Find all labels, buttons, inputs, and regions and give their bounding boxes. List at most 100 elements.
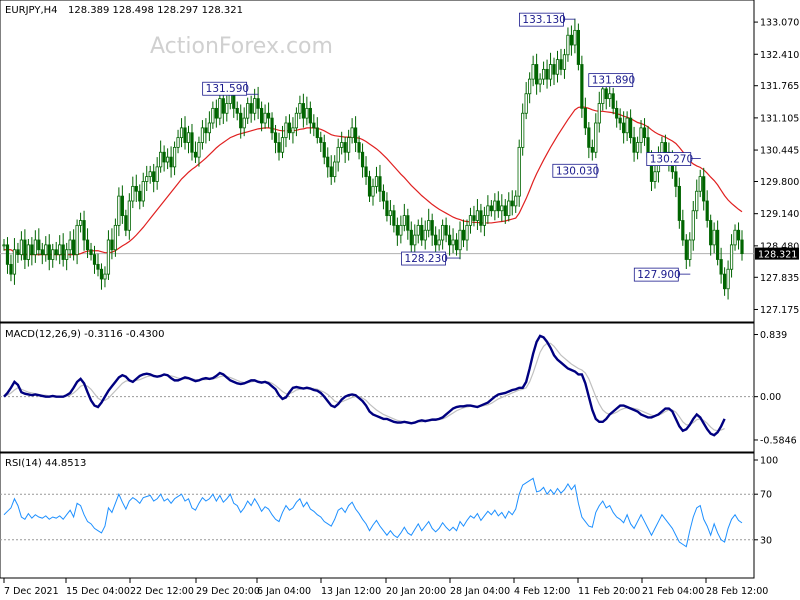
candle: [92, 245, 97, 274]
candle: [141, 172, 145, 207]
candle: [423, 220, 427, 250]
price-annotations: 131.590 128.230 133.130 131.890 130.030 130.2…: [202, 12, 701, 282]
candle: [82, 210, 86, 251]
price-tick-label: 127.175: [760, 305, 799, 316]
candle: [117, 187, 121, 237]
candle: [280, 125, 285, 159]
candle: [68, 231, 72, 259]
candle: [458, 221, 462, 260]
candle: [106, 230, 111, 280]
candle: [333, 155, 337, 183]
candle: [437, 229, 441, 251]
candle: [475, 199, 480, 231]
rsi-line: [3, 477, 743, 548]
candle: [221, 92, 225, 124]
svg-text:130.270: 130.270: [650, 154, 693, 166]
candle: [681, 209, 685, 246]
candle: [19, 231, 24, 261]
candle: [336, 138, 340, 172]
candle: [235, 101, 239, 121]
candle: [124, 209, 128, 237]
rsi-tick-label: 100: [760, 456, 778, 467]
macd-signal-line: [3, 342, 725, 432]
candle: [263, 104, 267, 129]
candle: [552, 57, 556, 85]
candle: [468, 207, 473, 234]
time-tick-label: 7 Dec 2021: [4, 586, 59, 597]
candle: [517, 139, 521, 207]
candle: [576, 23, 580, 71]
candle: [674, 164, 678, 198]
candle: [350, 118, 354, 144]
rsi-panel: [0, 452, 755, 579]
candle: [726, 260, 730, 300]
rsi-tick-label: 70: [760, 490, 772, 501]
candle: [454, 233, 459, 256]
candle: [719, 247, 723, 284]
candle: [72, 229, 76, 261]
ohlc-label: 128.389 128.498 128.297 128.321: [68, 5, 243, 16]
candle: [587, 122, 591, 159]
price-tick-label: 132.410: [760, 50, 799, 61]
candle: [12, 238, 17, 285]
candle: [528, 72, 532, 104]
svg-text:131.590: 131.590: [206, 83, 249, 95]
candle: [249, 95, 253, 123]
candle: [51, 243, 55, 268]
candle: [569, 25, 574, 56]
candle: [270, 112, 274, 140]
candle: [503, 199, 507, 224]
candle: [392, 204, 396, 233]
candle: [176, 129, 180, 154]
candle: [172, 141, 177, 176]
candle: [291, 117, 295, 144]
candle: [465, 219, 469, 251]
candle: [214, 99, 218, 128]
candle: [374, 166, 379, 194]
candle: [722, 267, 727, 296]
candle: [193, 141, 198, 163]
candle: [89, 242, 93, 261]
macd-main-line: [3, 334, 726, 437]
price-panel: [0, 0, 755, 323]
time-tick-label: 15 Dec 04:00: [66, 586, 130, 597]
candle: [96, 253, 100, 277]
candle: [308, 101, 312, 134]
svg-text:130.030: 130.030: [556, 165, 599, 177]
candle: [47, 234, 51, 271]
candle: [500, 194, 504, 222]
candle: [597, 91, 601, 133]
time-tick-label: 21 Feb 04:00: [642, 586, 704, 597]
candle: [287, 114, 292, 140]
candle: [514, 190, 518, 213]
candle: [688, 232, 692, 267]
candle: [583, 97, 587, 135]
candle: [684, 234, 688, 270]
candle: [535, 53, 539, 95]
candle: [548, 52, 553, 87]
rsi-axis: 100 70 30: [754, 456, 778, 546]
candle: [729, 234, 734, 278]
candle: [152, 163, 156, 193]
macd-tick-label: -0.5846: [760, 435, 797, 446]
candle: [166, 148, 170, 170]
candle: [618, 108, 622, 131]
price-tick-label: 127.835: [760, 273, 799, 284]
candle: [441, 219, 445, 250]
candle: [211, 101, 215, 129]
candle: [434, 226, 438, 254]
candle: [486, 195, 490, 224]
candle: [197, 136, 201, 167]
candle: [273, 124, 278, 154]
candle: [635, 136, 640, 160]
candle: [615, 100, 619, 128]
candle: [698, 169, 702, 198]
candle: [479, 203, 483, 233]
candle: [343, 136, 347, 163]
candle: [113, 218, 117, 257]
macd-title: MACD(12,26,9) -0.3116 -0.4300: [5, 329, 165, 340]
candle: [562, 48, 567, 79]
svg-text:127.900: 127.900: [637, 269, 680, 281]
candle: [566, 27, 570, 62]
candle: [371, 178, 375, 206]
